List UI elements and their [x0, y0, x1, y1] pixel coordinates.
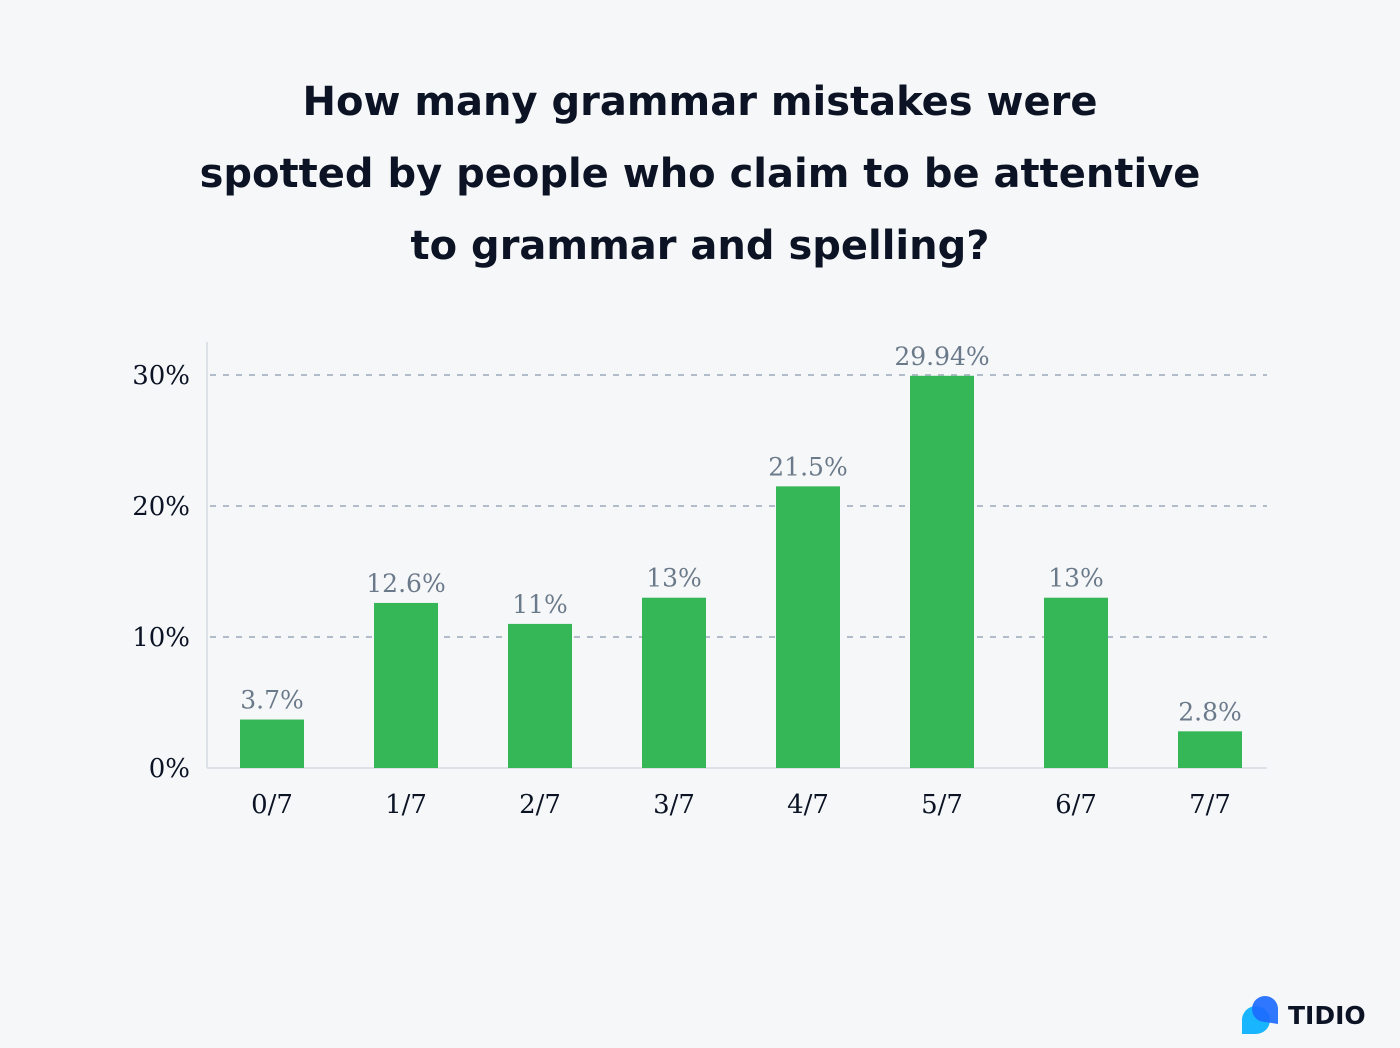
- y-tick-label: 30%: [132, 361, 190, 391]
- bar: [642, 597, 706, 768]
- x-tick-label: 0/7: [251, 790, 293, 820]
- x-tick-label: 5/7: [921, 790, 963, 820]
- y-tick-label: 10%: [132, 623, 190, 653]
- data-label: 13%: [1048, 564, 1104, 593]
- bar: [776, 486, 840, 768]
- bar: [240, 719, 304, 768]
- x-tick-label: 2/7: [519, 790, 561, 820]
- chat-bubble-icon: [1242, 996, 1278, 1034]
- data-label: 11%: [512, 590, 568, 619]
- x-tick-label: 3/7: [653, 790, 695, 820]
- data-label: 12.6%: [366, 569, 445, 598]
- x-tick-label: 6/7: [1055, 790, 1097, 820]
- title-line: spotted by people who claim to be attent…: [199, 151, 1201, 197]
- tidio-logo: TIDIO: [1240, 996, 1366, 1034]
- data-label: 29.94%: [894, 342, 989, 371]
- chart-title: How many grammar mistakes were spotted b…: [0, 66, 1400, 282]
- bar: [910, 375, 974, 768]
- bar: [1178, 731, 1242, 768]
- data-label: 13%: [646, 564, 702, 593]
- x-tick-label: 4/7: [787, 790, 829, 820]
- title-line: to grammar and spelling?: [410, 223, 990, 269]
- x-tick-label: 7/7: [1189, 790, 1231, 820]
- data-label: 3.7%: [240, 686, 304, 715]
- x-tick-label: 1/7: [385, 790, 427, 820]
- y-tick-label: 0%: [149, 754, 190, 784]
- bar: [374, 602, 438, 768]
- title-line: How many grammar mistakes were: [302, 79, 1098, 125]
- data-label: 2.8%: [1178, 697, 1242, 726]
- y-tick-label: 20%: [132, 492, 190, 522]
- bar: [1044, 597, 1108, 768]
- bar: [508, 623, 572, 768]
- data-label: 21.5%: [768, 452, 847, 481]
- brand-name: TIDIO: [1288, 1000, 1366, 1030]
